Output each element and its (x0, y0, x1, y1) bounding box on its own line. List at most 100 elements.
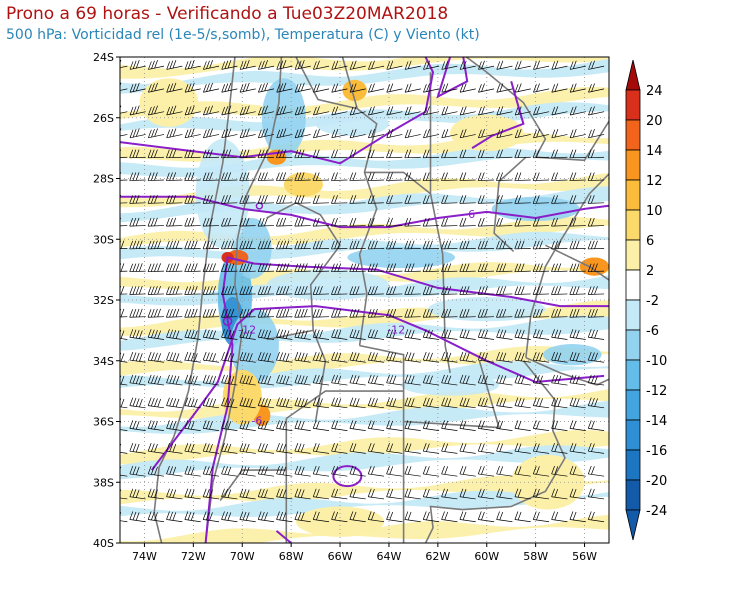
barb-feather (514, 443, 519, 452)
barb-shaft (184, 111, 201, 116)
barb-shaft (386, 450, 403, 454)
barb-feather (300, 512, 305, 521)
barb-feather (212, 376, 217, 385)
barb-feather (111, 264, 114, 272)
barb-shaft (313, 519, 330, 523)
wind-barb (221, 263, 238, 273)
barb-feather (367, 351, 372, 361)
wind-barb (202, 172, 220, 181)
wind-barb (422, 420, 440, 431)
barb-feather (557, 330, 562, 339)
barb-feather (154, 330, 158, 339)
barb-shaft (166, 382, 183, 386)
barb-feather (316, 106, 320, 115)
wind-barb (331, 465, 348, 477)
wind-barb (386, 329, 403, 340)
barb-shaft (514, 359, 531, 363)
wind-barb (477, 329, 495, 340)
barb-feather (194, 398, 198, 408)
barb-shaft (120, 202, 128, 204)
barb-feather (184, 172, 189, 181)
barb-feather (484, 330, 488, 339)
barb-shaft (148, 225, 165, 227)
wind-barb (239, 374, 256, 386)
barb-feather (312, 218, 317, 227)
barb-feather (132, 83, 137, 92)
barb-feather (248, 263, 253, 272)
barb-shaft (459, 270, 476, 273)
wind-barb (129, 217, 146, 227)
barb-feather (212, 308, 216, 318)
barb-feather (371, 375, 375, 384)
barb-feather (587, 286, 592, 295)
barb-feather (209, 443, 213, 453)
barb-shaft (166, 202, 183, 204)
barb-feather (334, 443, 339, 452)
wind-barb (459, 374, 476, 386)
barb-feather (120, 240, 125, 249)
barb-shaft (404, 225, 421, 227)
barb-feather (135, 489, 140, 498)
barb-feather (169, 489, 173, 498)
barb-feather (499, 106, 504, 115)
barb-feather (276, 129, 281, 138)
barb-shaft (349, 202, 366, 204)
barb-feather (184, 397, 189, 406)
barb-feather (257, 263, 262, 272)
barb-feather (371, 489, 375, 498)
barb-feather (147, 511, 152, 520)
wind-barb (459, 172, 476, 181)
barb-feather (569, 84, 574, 93)
barb-feather (352, 240, 357, 249)
barb-shaft (258, 405, 275, 409)
barb-shaft (221, 450, 238, 454)
barb-feather (150, 240, 155, 249)
wind-barb (257, 308, 275, 318)
barb-feather (587, 195, 592, 204)
barb-feather (517, 60, 522, 69)
lon-tick-label: 58W (523, 550, 548, 563)
barb-feather (389, 286, 393, 295)
wind-barb (294, 82, 311, 93)
barb-feather (279, 286, 283, 295)
wind-barb (129, 128, 146, 139)
wind-barb (239, 420, 256, 431)
barb-feather (157, 376, 162, 385)
barb-feather (315, 217, 320, 227)
barb-feather (404, 443, 409, 452)
barb-shaft (120, 452, 128, 454)
barb-feather (371, 466, 375, 475)
barb-feather (389, 329, 394, 338)
barb-shaft (120, 88, 128, 91)
barb-feather (334, 329, 339, 338)
barb-feather (227, 443, 232, 453)
barb-feather (319, 375, 323, 384)
barb-shaft (239, 359, 256, 363)
barb-shaft (588, 270, 605, 273)
barb-feather (502, 286, 507, 295)
barb-feather (532, 286, 537, 295)
barb-feather (386, 511, 390, 520)
barb-shaft (569, 316, 586, 318)
barb-shaft (551, 382, 568, 386)
barb-feather (264, 330, 268, 339)
temperature-isotherm (120, 195, 609, 229)
barb-feather (554, 217, 558, 227)
wind-barb (202, 351, 220, 363)
wind-barb (202, 217, 220, 227)
wind-barb (587, 308, 605, 318)
wind-barb (422, 488, 440, 500)
barb-feather (279, 195, 283, 204)
barb-feather (499, 420, 504, 429)
barb-shaft (349, 270, 366, 273)
barb-feather (224, 217, 228, 227)
colorbar-swatch (625, 359, 641, 391)
barb-feather (462, 263, 467, 272)
barb-feather (264, 375, 268, 384)
barb-feather (294, 374, 299, 383)
barb-feather (569, 420, 574, 429)
wind-barb (422, 465, 440, 477)
barb-shaft (404, 156, 421, 159)
barb-feather (496, 309, 500, 318)
barb-shaft (423, 248, 440, 250)
